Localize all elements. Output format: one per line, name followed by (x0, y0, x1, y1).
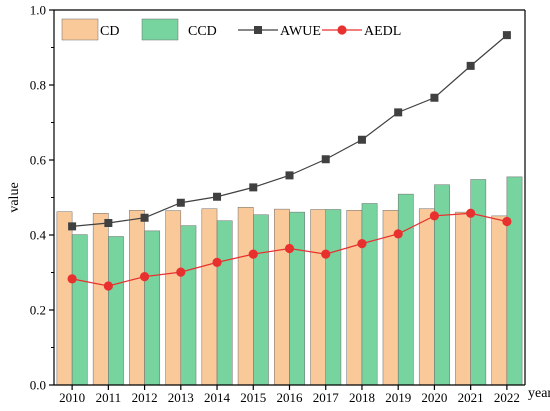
point-awue-2013 (176, 198, 185, 207)
x-tick-label: 2010 (59, 390, 85, 405)
x-tick-label: 2020 (421, 390, 447, 405)
point-aedl-2020 (429, 211, 440, 221)
legend-label-cd: CD (100, 24, 119, 39)
x-tick-label: 2021 (458, 390, 484, 405)
bar-cd-2011 (92, 213, 109, 386)
point-awue-2012 (140, 213, 149, 222)
point-aedl-2022 (502, 216, 512, 227)
point-awue-2021 (466, 61, 475, 70)
bar-ccd-2012 (144, 230, 161, 386)
point-aedl-2018 (357, 239, 367, 249)
point-awue-2016 (285, 171, 294, 180)
legend-marker-awue (254, 26, 262, 34)
point-aedl-2017 (321, 249, 331, 259)
x-tick-label: 2012 (132, 390, 158, 405)
y-tick-label: 0.4 (30, 228, 47, 243)
legend-swatch-cd (61, 18, 99, 41)
y-tick-label: 1.0 (30, 3, 46, 18)
bar-ccd-2014 (216, 220, 233, 386)
legend-marker-aedl (337, 25, 347, 35)
x-tick-label: 2017 (313, 390, 340, 405)
point-awue-2019 (394, 108, 403, 117)
bar-ccd-2011 (108, 236, 124, 386)
point-awue-2017 (321, 155, 330, 164)
point-awue-2018 (357, 135, 366, 144)
bar-ccd-2017 (325, 209, 342, 386)
x-tick-label: 2015 (240, 390, 266, 405)
point-awue-2011 (104, 219, 113, 227)
point-aedl-2011 (103, 281, 113, 291)
bar-cd-2022 (491, 215, 508, 386)
lines-layer (67, 31, 512, 291)
x-tick-label: 2014 (204, 390, 231, 405)
legend-label-ccd: CCD (188, 24, 217, 39)
x-tick-label: 2013 (168, 390, 194, 405)
bar-cd-2017 (310, 209, 326, 386)
y-tick-label: 0.0 (30, 378, 46, 393)
bar-cd-2013 (165, 210, 182, 386)
y-tick-label: 0.8 (30, 78, 46, 93)
legend-label-awue: AWUE (280, 24, 321, 39)
point-aedl-2019 (393, 229, 403, 239)
bar-ccd-2022 (506, 176, 523, 386)
x-tick-label: 2011 (96, 390, 122, 405)
point-awue-2015 (249, 183, 258, 192)
legend: CD CCD AWUE AEDL (61, 18, 401, 41)
x-tick-label: 2018 (349, 390, 375, 405)
bar-cd-2020 (418, 208, 435, 386)
ticks-layer: 0.0 0.2 0.4 0.6 0.8 1.0 2010 2011 2012 2013 2014 20… (30, 3, 520, 406)
bar-ccd-2016 (289, 211, 305, 386)
y-axis-label: value (7, 182, 22, 212)
legend-label-aedl: AEDL (364, 24, 401, 39)
point-aedl-2016 (284, 243, 295, 254)
bar-ccd-2018 (361, 203, 378, 386)
point-aedl-2012 (139, 272, 150, 282)
x-tick-label: 2022 (494, 390, 520, 405)
point-awue-2022 (502, 31, 511, 40)
point-aedl-2021 (466, 208, 476, 218)
bar-ccd-2015 (253, 214, 269, 386)
x-axis-label: year (528, 386, 550, 401)
x-tick-label: 2019 (385, 390, 411, 405)
bar-cd-2021 (455, 211, 471, 386)
legend-swatch-ccd (141, 18, 179, 41)
point-aedl-2014 (212, 257, 222, 267)
bar-cd-2010 (56, 211, 73, 386)
bar-cd-2016 (274, 208, 290, 386)
point-aedl-2015 (248, 249, 258, 259)
point-awue-2014 (213, 192, 222, 201)
bar-ccd-2019 (397, 193, 414, 386)
bar-cd-2015 (237, 207, 254, 386)
point-aedl-2013 (176, 267, 186, 277)
bar-cd-2018 (346, 210, 363, 386)
y-tick-label: 0.6 (30, 153, 47, 168)
point-aedl-2010 (67, 274, 77, 284)
x-tick-label: 2016 (277, 390, 304, 405)
bar-cd-2014 (201, 208, 218, 386)
y-tick-label: 0.2 (30, 303, 46, 318)
bar-cd-2012 (129, 210, 145, 386)
point-awue-2020 (430, 93, 439, 102)
bar-ccd-2013 (180, 225, 197, 386)
point-awue-2010 (68, 222, 77, 231)
bar-ccd-2010 (71, 234, 88, 386)
